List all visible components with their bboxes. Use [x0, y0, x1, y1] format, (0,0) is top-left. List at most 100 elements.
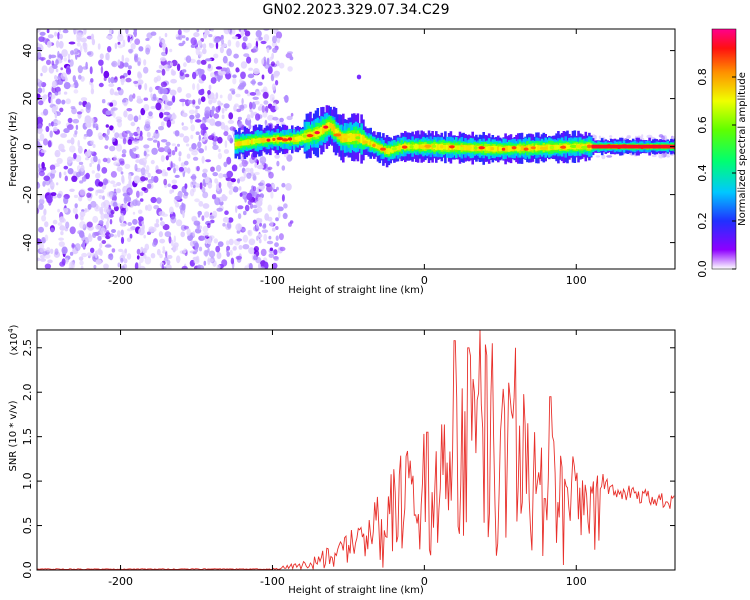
noise-speckle: [99, 53, 104, 60]
noise-speckle: [158, 211, 166, 216]
noise-speckle: [57, 208, 60, 213]
noise-speckle: [226, 245, 231, 251]
noise-speckle: [97, 132, 103, 139]
noise-speckle: [263, 233, 268, 242]
noise-speckle: [236, 238, 242, 242]
noise-speckle: [98, 181, 104, 187]
noise-speckle: [146, 131, 151, 138]
noise-speckle: [216, 207, 223, 212]
noise-speckle: [215, 164, 222, 172]
noise-speckle: [75, 154, 82, 163]
ridge-band: [553, 144, 557, 150]
noise-speckle: [76, 165, 81, 172]
noise-speckle: [97, 43, 101, 50]
noise-speckle: [109, 102, 114, 107]
ridge-core: [449, 145, 455, 149]
noise-speckle: [197, 141, 202, 148]
noise-speckle: [37, 172, 40, 179]
noise-speckle: [262, 91, 269, 99]
noise-speckle: [214, 178, 219, 184]
noise-speckle: [201, 172, 208, 178]
noise-speckle: [191, 181, 197, 186]
colorbar-tick-label: 0.6: [696, 116, 709, 134]
noise-speckle: [136, 190, 140, 198]
noise-speckle: [252, 174, 257, 181]
ridge-band: [435, 143, 438, 150]
noise-speckle: [171, 189, 175, 193]
noise-speckle: [269, 56, 273, 61]
noise-speckle: [95, 172, 101, 179]
noise-speckle: [206, 118, 211, 123]
noise-speckle: [93, 264, 97, 269]
noise-speckle: [238, 186, 242, 191]
noise-speckle: [197, 264, 205, 269]
noise-speckle: [92, 144, 96, 148]
noise-speckle: [43, 208, 47, 216]
noise-speckle: [69, 145, 76, 153]
ridge-band: [438, 144, 442, 150]
noise-speckle: [105, 124, 110, 128]
noise-speckle: [40, 149, 47, 153]
ridge-halo: [641, 134, 644, 138]
noise-speckle: [92, 122, 96, 129]
noise-speckle: [196, 165, 200, 172]
noise-speckle: [222, 173, 228, 178]
noise-speckle: [139, 158, 144, 165]
ridge-band: [464, 145, 467, 151]
noise-speckle: [120, 171, 124, 175]
noise-speckle: [49, 164, 56, 171]
noise-speckle: [223, 149, 229, 154]
noise-speckle: [241, 98, 244, 105]
noise-speckle: [81, 209, 85, 213]
noise-speckle: [179, 98, 187, 103]
noise-speckle: [218, 182, 222, 188]
x-tick-label: 100: [566, 274, 587, 287]
ridge-band: [243, 140, 247, 146]
noise-speckle: [249, 167, 254, 174]
noise-speckle: [157, 86, 165, 95]
noise-speckle: [110, 209, 115, 215]
noise-speckle: [124, 163, 131, 169]
noise-speckle: [235, 93, 241, 98]
noise-speckle: [116, 203, 123, 207]
noise-speckle: [232, 74, 237, 79]
noise-speckle: [228, 217, 234, 223]
noise-speckle: [66, 124, 74, 131]
noise-speckle: [122, 137, 127, 145]
noise-speckle: [37, 207, 40, 215]
noise-speckle: [243, 170, 247, 179]
noise-speckle: [270, 61, 275, 67]
noise-speckle: [127, 48, 134, 54]
noise-speckle: [37, 29, 41, 33]
noise-speckle: [165, 46, 168, 55]
noise-speckle: [120, 223, 127, 227]
noise-speckle: [272, 116, 279, 121]
noise-speckle: [50, 248, 54, 254]
ridge-core: [501, 147, 506, 151]
noise-speckle: [37, 182, 41, 189]
noise-speckle: [201, 155, 205, 164]
noise-speckle: [248, 238, 256, 246]
noise-speckle: [217, 102, 224, 106]
ridge-band: [298, 135, 301, 142]
noise-speckle: [108, 29, 113, 34]
ridge-band: [456, 145, 460, 150]
ridge-core: [580, 145, 589, 149]
noise-speckle: [174, 201, 180, 208]
ridge-band: [413, 144, 416, 149]
ridge-band: [270, 137, 274, 142]
noise-speckle: [224, 140, 228, 149]
noise-speckle: [223, 131, 229, 137]
noise-speckle: [208, 34, 213, 38]
noise-speckle: [37, 78, 41, 83]
noise-speckle: [158, 231, 163, 238]
noise-speckle: [56, 182, 59, 186]
noise-speckle: [201, 215, 205, 222]
noise-speckle: [169, 48, 173, 53]
ridge-band: [414, 143, 418, 150]
y-tick-label: 0.0: [21, 561, 34, 579]
noise-speckle: [260, 248, 267, 257]
noise-speckle: [195, 105, 200, 110]
noise-speckle: [132, 93, 136, 99]
noise-speckle: [50, 192, 57, 197]
